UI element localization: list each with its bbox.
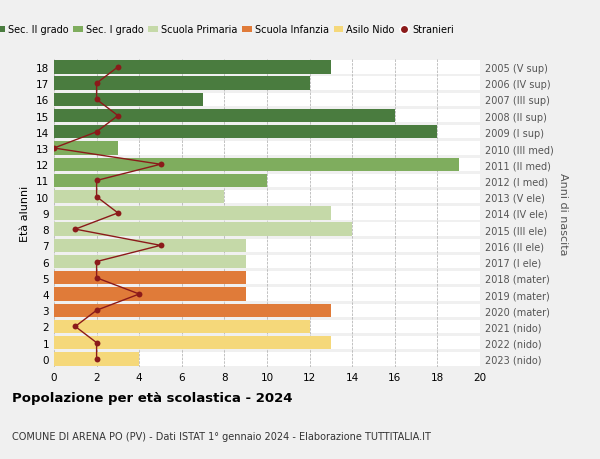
Bar bbox=[54, 255, 480, 269]
Bar bbox=[54, 158, 459, 172]
Bar bbox=[54, 304, 331, 317]
Bar bbox=[54, 207, 480, 220]
Bar bbox=[54, 110, 395, 123]
Bar bbox=[54, 255, 246, 269]
Bar bbox=[54, 288, 246, 301]
Bar bbox=[54, 304, 480, 317]
Bar bbox=[54, 94, 480, 107]
Bar bbox=[54, 288, 480, 301]
Bar bbox=[54, 353, 139, 366]
Legend: Sec. II grado, Sec. I grado, Scuola Primaria, Scuola Infanzia, Asilo Nido, Stran: Sec. II grado, Sec. I grado, Scuola Prim… bbox=[0, 22, 458, 39]
Bar bbox=[54, 142, 480, 155]
Bar bbox=[54, 174, 480, 188]
Bar bbox=[54, 353, 480, 366]
Point bbox=[92, 258, 101, 266]
Bar bbox=[54, 223, 480, 236]
Point bbox=[92, 177, 101, 185]
Bar bbox=[54, 272, 480, 285]
Point bbox=[92, 96, 101, 104]
Bar bbox=[54, 320, 310, 333]
Bar bbox=[54, 239, 246, 252]
Point bbox=[113, 210, 123, 217]
Bar bbox=[54, 61, 331, 74]
Point bbox=[113, 112, 123, 120]
Text: Popolazione per età scolastica - 2024: Popolazione per età scolastica - 2024 bbox=[12, 391, 293, 404]
Bar bbox=[54, 320, 480, 333]
Point bbox=[156, 242, 166, 250]
Bar bbox=[54, 174, 267, 188]
Point bbox=[92, 274, 101, 282]
Point bbox=[92, 339, 101, 347]
Bar bbox=[54, 272, 246, 285]
Bar bbox=[54, 142, 118, 155]
Point bbox=[49, 145, 59, 152]
Point bbox=[156, 161, 166, 168]
Bar bbox=[54, 94, 203, 107]
Bar bbox=[54, 190, 224, 204]
Bar bbox=[54, 77, 310, 90]
Point bbox=[92, 194, 101, 201]
Bar bbox=[54, 223, 352, 236]
Bar bbox=[54, 190, 480, 204]
Point bbox=[71, 226, 80, 233]
Point bbox=[92, 129, 101, 136]
Y-axis label: Anni di nascita: Anni di nascita bbox=[557, 172, 568, 255]
Point bbox=[92, 80, 101, 88]
Bar bbox=[54, 126, 480, 139]
Point bbox=[92, 307, 101, 314]
Point bbox=[92, 355, 101, 363]
Point bbox=[134, 291, 144, 298]
Bar bbox=[54, 126, 437, 139]
Bar bbox=[54, 61, 480, 74]
Bar bbox=[54, 336, 331, 350]
Y-axis label: Età alunni: Età alunni bbox=[20, 185, 31, 241]
Bar bbox=[54, 239, 480, 252]
Bar bbox=[54, 110, 480, 123]
Bar bbox=[54, 207, 331, 220]
Bar bbox=[54, 158, 480, 172]
Bar bbox=[54, 336, 480, 350]
Text: COMUNE DI ARENA PO (PV) - Dati ISTAT 1° gennaio 2024 - Elaborazione TUTTITALIA.I: COMUNE DI ARENA PO (PV) - Dati ISTAT 1° … bbox=[12, 431, 431, 441]
Bar bbox=[54, 77, 480, 90]
Point bbox=[71, 323, 80, 330]
Point bbox=[113, 64, 123, 72]
